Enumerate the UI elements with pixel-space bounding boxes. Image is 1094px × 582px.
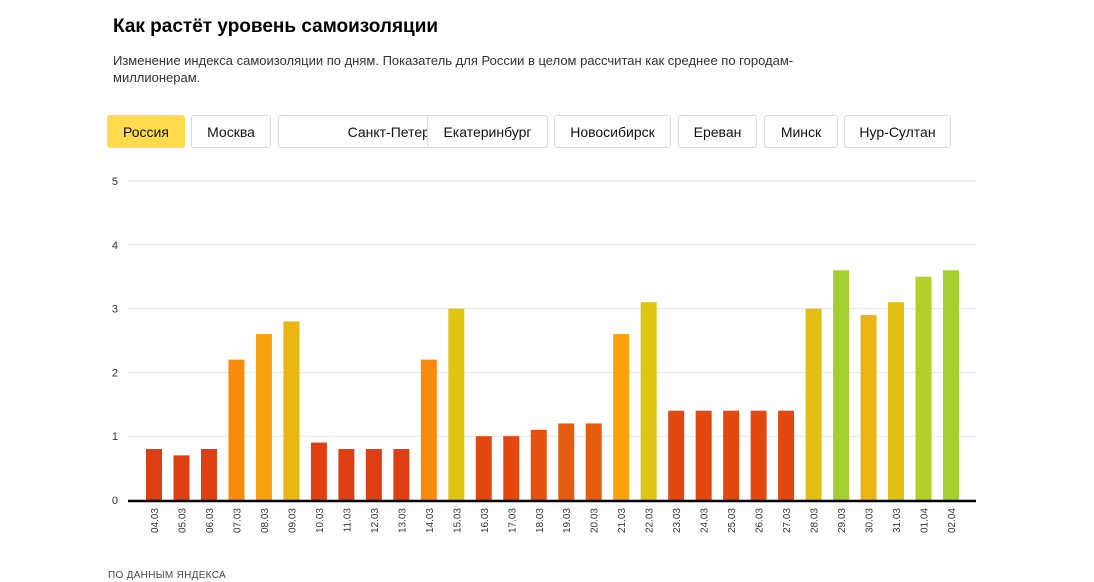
x-tick-label: 04.03 bbox=[150, 508, 161, 533]
x-tick-label: 11.03 bbox=[342, 508, 353, 533]
x-tick-label: 25.03 bbox=[727, 508, 738, 533]
x-tick-label: 15.03 bbox=[452, 508, 463, 533]
x-tick-label: 26.03 bbox=[755, 508, 766, 533]
x-tick-label: 02.04 bbox=[947, 508, 958, 533]
x-tick-label: 09.03 bbox=[287, 508, 298, 533]
x-tick-label: 20.03 bbox=[590, 508, 601, 533]
x-tick-label: 14.03 bbox=[425, 508, 436, 533]
x-tick-label: 05.03 bbox=[177, 508, 188, 533]
bar bbox=[668, 410, 685, 500]
data-source-note: ПО ДАННЫМ ЯНДЕКСА bbox=[108, 570, 226, 581]
bar bbox=[530, 429, 547, 500]
tab-yekaterinburg[interactable]: Екатеринбург bbox=[427, 115, 548, 148]
x-tick-label: 01.04 bbox=[920, 508, 931, 533]
bar bbox=[778, 410, 795, 500]
y-tick-label: 0 bbox=[112, 495, 118, 507]
tab-nur-sultan[interactable]: Нур-Султан bbox=[844, 115, 951, 148]
x-tick-label: 13.03 bbox=[397, 508, 408, 533]
bar bbox=[228, 359, 245, 500]
tab-minsk[interactable]: Минск bbox=[764, 115, 838, 148]
x-tick-label: 12.03 bbox=[370, 508, 381, 533]
x-tick-label: 17.03 bbox=[507, 508, 518, 533]
x-tick-label: 07.03 bbox=[232, 508, 243, 533]
bar bbox=[503, 436, 520, 500]
bar bbox=[283, 321, 300, 500]
bar bbox=[448, 308, 465, 500]
tab-moscow[interactable]: Москва bbox=[191, 115, 271, 148]
y-tick-label: 2 bbox=[112, 367, 118, 379]
tab-novosibirsk[interactable]: Новосибирск bbox=[554, 115, 671, 148]
x-tick-label: 21.03 bbox=[617, 508, 628, 533]
tab-russia[interactable]: Россия bbox=[107, 115, 185, 148]
bar bbox=[640, 302, 657, 500]
bar bbox=[365, 448, 382, 500]
bar bbox=[943, 270, 959, 500]
bar bbox=[310, 442, 327, 500]
bar bbox=[750, 410, 767, 500]
bar bbox=[695, 410, 712, 500]
x-tick-label: 30.03 bbox=[865, 508, 876, 533]
bar bbox=[475, 436, 492, 500]
bar bbox=[888, 302, 905, 500]
bar bbox=[146, 448, 162, 500]
x-tick-label: 28.03 bbox=[810, 508, 821, 533]
x-tick-label: 18.03 bbox=[535, 508, 546, 533]
bar bbox=[860, 314, 877, 500]
page-subtitle: Изменение индекса самоизоляции по дням. … bbox=[113, 53, 794, 85]
x-tick-label: 23.03 bbox=[672, 508, 683, 533]
bar bbox=[833, 270, 850, 500]
x-tick-label: 19.03 bbox=[562, 508, 573, 533]
y-tick-label: 4 bbox=[112, 240, 118, 252]
bar bbox=[723, 410, 740, 500]
bar-chart: 0 1 2 3 4 5 04.03 05.03 06.03 07.03 08.03 09.03 10.0… bbox=[112, 176, 976, 533]
bar bbox=[915, 276, 932, 500]
bar bbox=[173, 455, 190, 500]
tab-yerevan[interactable]: Ереван bbox=[678, 115, 757, 148]
bar bbox=[200, 448, 217, 500]
y-tick-label: 5 bbox=[112, 176, 118, 188]
x-tick-label: 29.03 bbox=[837, 508, 848, 533]
bar bbox=[338, 448, 355, 500]
x-tick-label: 24.03 bbox=[700, 508, 711, 533]
x-tick-label: 31.03 bbox=[892, 508, 903, 533]
bar bbox=[393, 448, 410, 500]
x-tick-label: 10.03 bbox=[315, 508, 326, 533]
bar bbox=[420, 359, 437, 500]
y-tick-label: 3 bbox=[112, 304, 118, 316]
bar bbox=[558, 423, 575, 500]
x-tick-label: 08.03 bbox=[260, 508, 271, 533]
page-title: Как растёт уровень самоизоляции bbox=[113, 16, 439, 37]
bar bbox=[585, 423, 602, 500]
x-tick-label: 06.03 bbox=[205, 508, 216, 533]
x-tick-label: 27.03 bbox=[782, 508, 793, 533]
bar bbox=[805, 308, 822, 500]
x-tick-label: 22.03 bbox=[645, 508, 656, 533]
y-tick-label: 1 bbox=[112, 431, 118, 443]
x-tick-label: 16.03 bbox=[480, 508, 491, 533]
bar bbox=[613, 334, 630, 500]
bar bbox=[255, 334, 272, 500]
